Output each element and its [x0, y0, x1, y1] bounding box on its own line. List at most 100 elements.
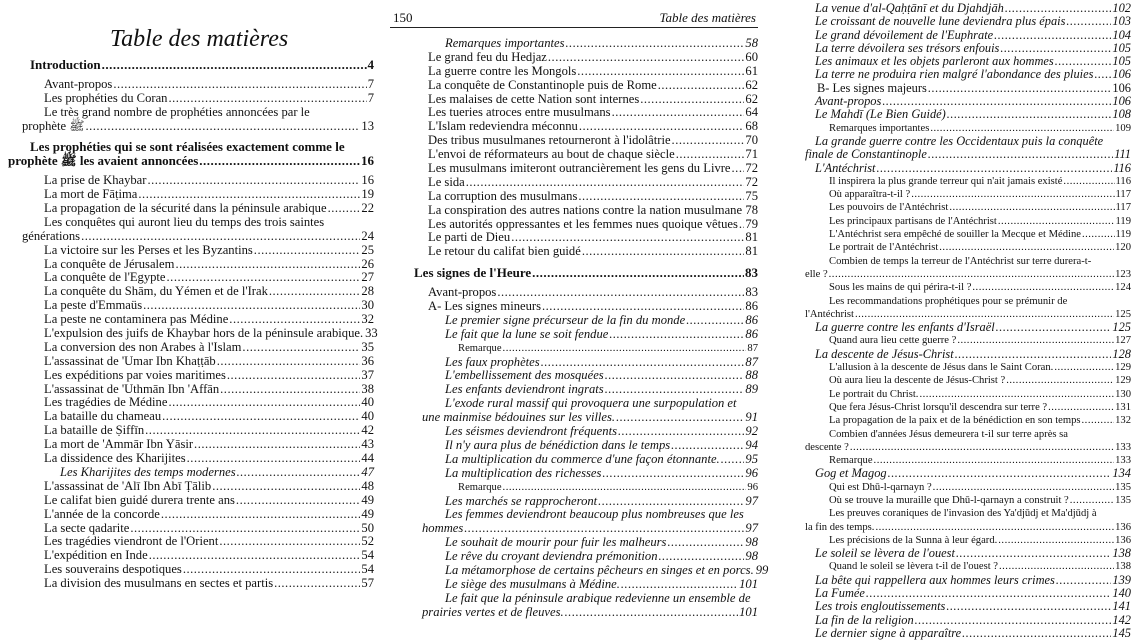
toc-entry[interactable]: Le retour du califat bien guidé 81	[390, 244, 758, 259]
toc-entry[interactable]: La peste d'Emmaüs 30	[8, 298, 374, 313]
toc-entry[interactable]: L'expédition en Inde 54	[8, 548, 374, 563]
toc-entry[interactable]: Les précisions de la Sunna à leur égard.…	[800, 534, 1131, 547]
toc-entry[interactable]: Les malaises de cette Nation sont intern…	[390, 92, 758, 107]
toc-entry[interactable]: Le premier signe précurseur de la fin du…	[390, 313, 758, 328]
toc-entry[interactable]: Des tribus musulmanes retourneront à l'i…	[390, 133, 758, 148]
toc-entry[interactable]: Le sida 72	[390, 175, 758, 190]
toc-entry[interactable]: La fin de la religion 142	[800, 613, 1131, 627]
toc-entry[interactable]: La multiplication du commerce d'une faço…	[390, 452, 758, 467]
toc-entry[interactable]: Le dernier signe à apparaître 145	[800, 626, 1131, 640]
toc-entry[interactable]: Le très grand nombre de prophéties annon…	[8, 105, 374, 134]
toc-entry[interactable]: Que fera Jésus-Christ lorsqu'il descendr…	[800, 401, 1131, 414]
toc-entry[interactable]: La peste ne contaminera pas Médine 32	[8, 312, 374, 327]
toc-entry[interactable]: Où se trouve la muraille que Dhū-l-qarna…	[800, 494, 1131, 507]
toc-entry[interactable]: Remarque 87	[390, 342, 758, 356]
toc-entry[interactable]: La descente de Jésus-Christ 128	[800, 347, 1131, 361]
toc-entry[interactable]: Le fait que la lune se soit fendue 86	[390, 327, 758, 342]
toc-entry[interactable]: Les tragédies de Médine 40	[8, 396, 374, 410]
toc-entry[interactable]: La conquête de l'Egypte 27	[8, 271, 374, 285]
toc-entry[interactable]: La bête qui rappellera aux hommes leurs …	[800, 573, 1131, 587]
toc-heading[interactable]: Les prophéties qui se sont réalisées exa…	[8, 140, 374, 168]
toc-entry[interactable]: L'assassinat de 'Uthmān Ibn 'Affān 38	[8, 382, 374, 397]
toc-entry[interactable]: Le fait que la péninsule arabique redevi…	[390, 591, 758, 620]
toc-entry[interactable]: L'expulsion des juifs de Khaybar hors de…	[8, 326, 378, 341]
toc-entry[interactable]: Les femmes deviendront beaucoup plus nom…	[390, 507, 758, 536]
toc-entry[interactable]: La terre dévoilera ses trésors enfouis 10…	[800, 41, 1131, 55]
toc-entry[interactable]: La bataille de Ṣiffīn 42	[8, 423, 374, 438]
toc-entry[interactable]: Les Kharijites des temps modernes 47	[8, 465, 374, 480]
toc-entry[interactable]: Les séismes deviendront fréquents 92	[390, 424, 758, 439]
toc-entry[interactable]: B- Les signes majeurs 106	[800, 81, 1131, 95]
toc-entry[interactable]: Il n'y aura plus de bénédiction dans le …	[390, 438, 758, 453]
toc-entry[interactable]: L'Antéchrist sera empêché de souiller la…	[800, 228, 1131, 241]
toc-entry[interactable]: La propagation de la sécurité dans la pé…	[8, 201, 374, 216]
toc-entry[interactable]: Le croissant de nouvelle lune deviendra …	[800, 14, 1131, 28]
toc-entry[interactable]: L'allusion à la descente de Jésus dans l…	[800, 361, 1131, 374]
toc-entry[interactable]: L'Islam redeviendra méconnu 68	[390, 119, 758, 134]
toc-entry[interactable]: Les animaux et les objets parleront aux …	[800, 54, 1131, 68]
toc-entry[interactable]: La conquête du Shām, du Yémen et de l'Ir…	[8, 284, 374, 299]
toc-entry[interactable]: Les autorités oppressantes et les femmes…	[390, 217, 758, 232]
toc-entry[interactable]: Où aura lieu la descente de Jésus-Christ…	[800, 374, 1131, 387]
toc-entry[interactable]: Les recommandations prophétiques pour se…	[800, 295, 1131, 322]
toc-entry[interactable]: La secte qadarite 50	[8, 521, 374, 536]
toc-entry[interactable]: Les tragédies viendront de l'Orient 52	[8, 534, 374, 549]
toc-entry[interactable]: Les expéditions par voies maritimes 37	[8, 368, 374, 383]
toc-entry[interactable]: Les souverains despotiques 54	[8, 562, 374, 577]
toc-entry[interactable]: Les preuves coraniques de l'invasion des…	[800, 507, 1131, 534]
toc-entry[interactable]: Le grand dévoilement de l'Euphrate 104	[800, 28, 1131, 42]
toc-entry[interactable]: L'année de la concorde 49	[8, 507, 374, 522]
toc-entry[interactable]: Le souhait de mourir pour fuir les malhe…	[390, 535, 758, 550]
toc-entry[interactable]: La conversion des non Arabes à l'Islam 35	[8, 340, 374, 355]
toc-entry[interactable]: Les principaux partisans de l'Antéchrist…	[800, 215, 1131, 228]
toc-heading[interactable]: Les signes de l'Heure 83	[390, 266, 758, 280]
toc-entry[interactable]: Les marchés se rapprocheront 97	[390, 494, 758, 509]
toc-entry[interactable]: La conquête de Constantinople puis de Ro…	[390, 78, 758, 93]
toc-entry[interactable]: Combien d'années Jésus demeurera t-il su…	[800, 428, 1131, 455]
toc-entry[interactable]: Les pouvoirs de l'Antéchrist 117	[800, 201, 1131, 214]
toc-entry[interactable]: L'exode rural massif qui provoquera une …	[390, 396, 758, 425]
toc-entry[interactable]: Le parti de Dieu 81	[390, 231, 758, 245]
toc-entry[interactable]: Gog et Magog 134	[800, 467, 1131, 481]
toc-entry[interactable]: La prise de Khaybar 16	[8, 173, 374, 188]
toc-entry[interactable]: Quand le soleil se lèvera t-il de l'oues…	[800, 560, 1131, 573]
toc-entry[interactable]: Le Mahdī (Le Bien Guidé) 108	[800, 108, 1131, 122]
toc-entry[interactable]: La bataille du chameau 40	[8, 409, 374, 424]
toc-entry[interactable]: La conquête de Jérusalem 26	[8, 257, 374, 272]
toc-entry[interactable]: Le portrait de l'Antéchrist 120	[800, 241, 1131, 254]
toc-entry[interactable]: Les prophéties du Coran 7	[8, 91, 374, 106]
toc-entry[interactable]: Le califat bien guidé durera trente ans 4…	[8, 493, 374, 508]
toc-entry[interactable]: Le siège des musulmans à Médine. 101	[390, 577, 758, 592]
toc-entry[interactable]: La victoire sur les Perses et les Byzant…	[8, 243, 374, 258]
toc-entry[interactable]: La terre ne produira rien malgré l'abond…	[800, 68, 1131, 82]
toc-entry[interactable]: La venue d'al-Qaḥṭānī et du Djahdjāh 102	[800, 1, 1131, 15]
toc-entry[interactable]: La guerre contre les enfants d'Israël 125	[800, 320, 1131, 334]
toc-entry[interactable]: La division des musulmans en sectes et p…	[8, 576, 374, 591]
toc-entry[interactable]: La conspiration des autres nations contr…	[390, 203, 758, 218]
toc-entry[interactable]: Sous les mains de qui périra-t-il ? 124	[800, 281, 1131, 294]
toc-entry[interactable]: Il inspirera la plus grande terreur qui …	[800, 175, 1131, 188]
toc-entry[interactable]: L'assassinat de 'Umar Ibn Khaṭṭāb 36	[8, 354, 374, 369]
toc-entry[interactable]: Les musulmans imiteront outrancièrement …	[390, 161, 758, 176]
toc-entry[interactable]: Remarque 96	[390, 481, 758, 495]
toc-entry[interactable]: Qui est Dhū-l-qarnayn ? 135	[800, 481, 1131, 494]
toc-entry[interactable]: La multiplication des richesses 96	[390, 466, 758, 481]
toc-entry[interactable]: L'embellissement des mosquées 88	[390, 369, 758, 383]
toc-entry[interactable]: Avant-propos 83	[390, 285, 758, 300]
toc-entry[interactable]: Avant-propos 106	[800, 94, 1131, 108]
toc-entry[interactable]: Les faux prophètes 87	[390, 355, 758, 370]
toc-entry[interactable]: La Fumée 140	[800, 586, 1131, 600]
toc-entry[interactable]: Le grand feu du Hedjaz 60	[390, 50, 758, 65]
toc-entry[interactable]: La corruption des musulmans 75	[390, 189, 758, 204]
toc-entry[interactable]: La métamorphose de certains pêcheurs en …	[390, 563, 768, 578]
toc-entry[interactable]: L'assassinat de 'Alī Ibn Abī Ṭālib 48	[8, 479, 374, 494]
toc-entry[interactable]: L'envoi de réformateurs au bout de chaqu…	[390, 147, 758, 162]
toc-entry[interactable]: La mort de 'Ammār Ibn Yāsir 43	[8, 437, 374, 452]
toc-entry[interactable]: La propagation de la paix et de la bénéd…	[800, 414, 1131, 427]
toc-entry[interactable]: Où apparaîtra-t-il ? 117	[800, 188, 1131, 201]
toc-entry[interactable]: Remarques importantes 58	[390, 36, 758, 51]
toc-entry[interactable]: A- Les signes mineurs 86	[390, 299, 758, 314]
toc-entry[interactable]: Les conquêtes qui auront lieu du temps d…	[8, 215, 374, 244]
toc-entry[interactable]: Remarque 133	[800, 454, 1131, 467]
toc-entry[interactable]: Combien de temps la terreur de l'Antéchr…	[800, 255, 1131, 282]
